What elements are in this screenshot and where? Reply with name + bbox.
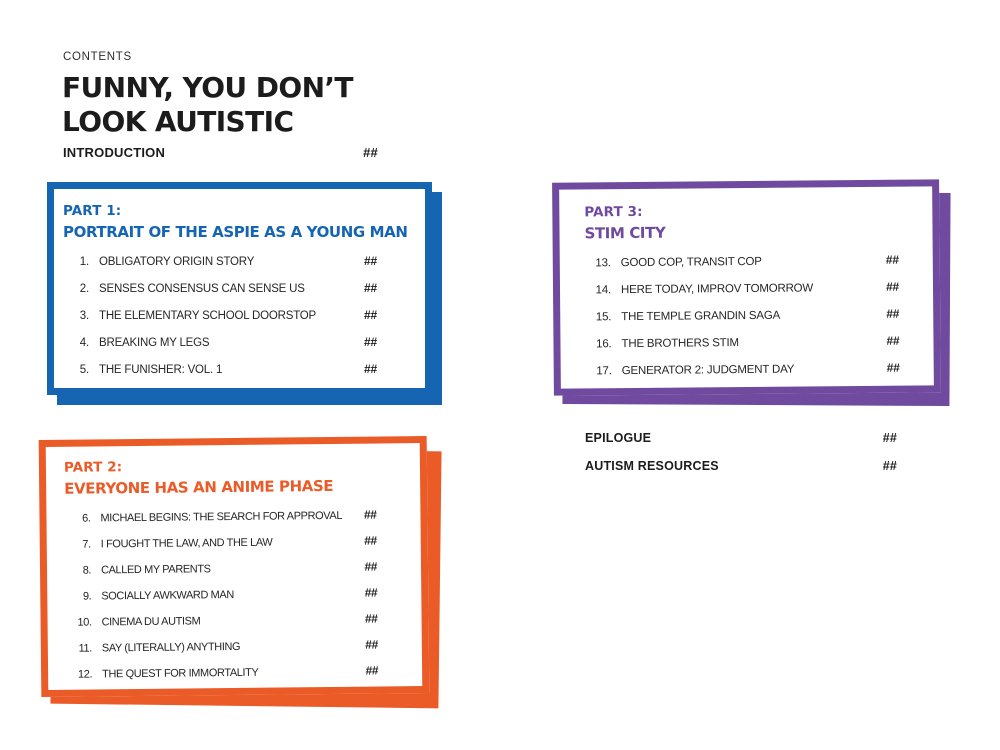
chapter-title: GENERATOR 2: JUDGMENT DAY [621,363,795,378]
page-kicker: CONTENTS [63,51,132,63]
intro-label: INTRODUCTION [63,145,166,160]
chapter-title: GOOD COP, TRANSIT COP [620,255,762,270]
chapter-page: ## [364,362,377,376]
chapter-number: 9. [82,590,92,603]
intro-entry: INTRODUCTION ## [63,145,378,160]
chapter-title: SENSES CONSENSUS CAN SENSE US [99,283,305,295]
toc-entry-5: 5. THE FUNISHER: VOL. 1 ## [63,362,377,378]
toc-entry-15: 15. THE TEMPLE GRANDIN SAGA ## [585,307,899,326]
chapter-page: ## [363,507,377,522]
part-1-box: PART 1: PORTRAIT OF THE ASPIE AS A YOUNG… [47,182,442,405]
chapter-page: ## [886,306,900,321]
chapter-page: ## [365,663,379,678]
part-2-label: PART 2: [63,459,123,476]
part-2-box: PART 2: EVERYONE HAS AN ANIME PHASE 6. M… [38,435,442,709]
chapter-number: 2. [79,283,89,295]
chapter-number: 3. [79,310,89,322]
part-3-title: STIM CITY [584,223,666,243]
chapter-page: ## [885,279,900,294]
autism-resources-entry: AUTISM RESOURCES ## [585,459,897,473]
epilogue-label: EPILOGUE [585,431,652,445]
chapter-title: I FOUGHT THE LAW, AND THE LAW [100,536,273,551]
chapter-number: 10. [77,616,92,629]
book-title-line2: LOOK AUTISTIC [62,105,294,138]
chapter-page: ## [364,559,378,574]
chapter-page: ## [364,254,377,268]
chapter-title: THE FUNISHER: VOL. 1 [99,364,223,376]
part-2-title: EVERYONE HAS AN ANIME PHASE [64,476,334,498]
toc-entry-13: 13. GOOD COP, TRANSIT COP ## [585,253,899,272]
chapter-number: 17. [596,365,612,378]
chapter-number: 14. [595,284,612,297]
epilogue-page: ## [882,431,897,445]
autism-resources-page: ## [882,459,897,473]
toc-entry-10: 10. CINEMA DU AUTISM ## [65,612,377,631]
part-3-label: PART 3: [584,203,643,221]
toc-entry-2: 2. SENSES CONSENSUS CAN SENSE US ## [63,281,377,297]
book-title-line1: FUNNY, YOU DON’T [62,71,354,104]
chapter-number: 12. [77,668,93,681]
toc-entry-3: 3. THE ELEMENTARY SCHOOL DOORSTOP ## [63,308,377,324]
chapter-title: CINEMA DU AUTISM [101,615,201,629]
chapter-number: 1. [79,256,89,268]
chapter-page: ## [364,611,378,626]
part-1-label: PART 1: [63,203,122,219]
chapter-number: 8. [82,564,92,577]
chapter-title: THE TEMPLE GRANDIN SAGA [621,309,781,324]
intro-page: ## [363,145,378,160]
chapter-number: 5. [79,364,89,376]
part-2-box-inner: PART 2: EVERYONE HAS AN ANIME PHASE 6. M… [38,435,430,698]
chapter-number: 11. [78,642,92,655]
chapter-page: ## [886,360,900,375]
chapter-number: 6. [82,512,91,525]
toc-entry-9: 9. SOCIALLY AWKWARD MAN ## [65,586,377,605]
chapter-page: ## [364,308,377,322]
toc-entry-17: 17. GENERATOR 2: JUDGMENT DAY ## [586,361,900,380]
toc-entry-1: 1. OBLIGATORY ORIGIN STORY ## [63,254,377,270]
toc-entry-12: 12. THE QUEST FOR IMMORTALITY ## [66,663,378,682]
chapter-page: ## [886,333,900,348]
toc-entry-6: 6. MICHAEL BEGINS: THE SEARCH FOR APPROV… [64,508,376,527]
toc-entry-14: 14. HERE TODAY, IMPROV TOMORROW ## [585,280,899,299]
part-1-title: PORTRAIT OF THE ASPIE AS A YOUNG MAN [63,223,408,241]
chapter-title: SOCIALLY AWKWARD MAN [101,589,234,603]
chapter-number: 16. [596,338,612,351]
part-1-box-inner: PART 1: PORTRAIT OF THE ASPIE AS A YOUNG… [47,182,432,395]
part-3-box: PART 3: STIM CITY 13. GOOD COP, TRANSIT … [552,179,951,407]
part-3-box-inner: PART 3: STIM CITY 13. GOOD COP, TRANSIT … [552,179,941,396]
book-title: FUNNY, YOU DON’T LOOK AUTISTIC [62,71,354,139]
chapter-page: ## [365,637,378,652]
chapter-title: BREAKING MY LEGS [99,337,210,349]
chapter-page: ## [364,335,377,349]
chapter-page: ## [364,585,378,600]
chapter-title: OBLIGATORY ORIGIN STORY [99,256,255,268]
chapter-page: ## [885,252,899,267]
toc-entry-7: 7. I FOUGHT THE LAW, AND THE LAW ## [65,534,377,553]
toc-entry-8: 8. CALLED MY PARENTS ## [65,560,377,579]
chapter-number: 7. [82,538,91,551]
toc-entry-16: 16. THE BROTHERS STIM ## [585,334,899,353]
chapter-title: THE BROTHERS STIM [621,337,739,351]
toc-entry-4: 4. BREAKING MY LEGS ## [63,335,377,351]
autism-resources-label: AUTISM RESOURCES [585,459,719,473]
chapter-page: ## [364,533,377,548]
toc-entry-11: 11. SAY (LITERALLY) ANYTHING ## [66,637,378,656]
chapter-title: MICHAEL BEGINS: THE SEARCH FOR APPROVAL [100,509,343,525]
chapter-title: THE QUEST FOR IMMORTALITY [102,666,259,681]
chapter-number: 15. [595,311,612,324]
chapter-page: ## [364,281,377,295]
chapter-number: 4. [79,337,89,349]
epilogue-entry: EPILOGUE ## [585,431,897,445]
chapter-number: 13. [595,257,611,270]
chapter-title: CALLED MY PARENTS [100,563,211,577]
chapter-title: HERE TODAY, IMPROV TOMORROW [620,282,814,297]
chapter-title: THE ELEMENTARY SCHOOL DOORSTOP [99,310,317,322]
chapter-title: SAY (LITERALLY) ANYTHING [101,640,241,655]
